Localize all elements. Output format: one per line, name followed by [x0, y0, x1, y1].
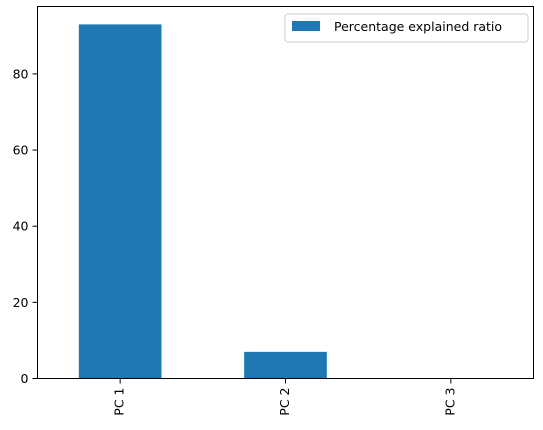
legend-swatch: [292, 21, 320, 31]
bars-group: [78, 24, 493, 379]
plot-frame: [37, 6, 534, 379]
y-tick-label: 60: [13, 143, 29, 158]
legend-box: [284, 13, 529, 43]
x-tick-label: PC 2: [277, 388, 292, 416]
y-tick-label: 80: [13, 66, 29, 81]
x-tick-label: PC 1: [112, 388, 127, 416]
bar-pc-2: [244, 351, 327, 379]
x-axis: PC 1 PC 2 PC 3: [112, 378, 457, 416]
y-tick-label: 40: [13, 219, 29, 234]
y-axis: 0 20 40 60 80: [13, 66, 38, 386]
y-tick-label: 0: [21, 371, 29, 386]
bar-pc-1: [78, 24, 162, 379]
x-tick-label: PC 3: [442, 388, 457, 416]
legend-label: Percentage explained ratio: [334, 19, 502, 34]
legend: Percentage explained ratio: [284, 13, 529, 43]
y-tick-label: 20: [13, 295, 29, 310]
